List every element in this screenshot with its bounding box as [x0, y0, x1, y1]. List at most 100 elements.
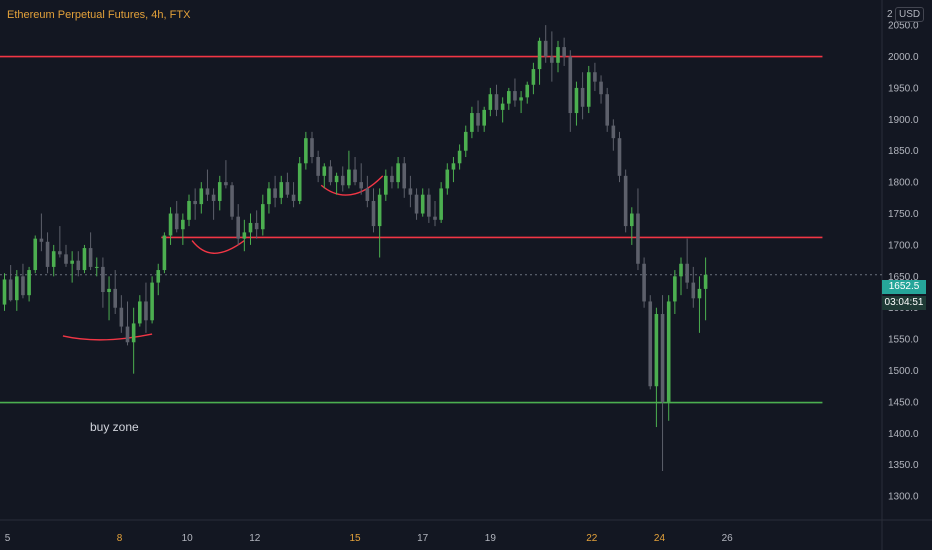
candle-body	[365, 188, 370, 201]
candle	[568, 50, 573, 132]
candle-body	[402, 163, 407, 189]
candle	[267, 182, 271, 214]
candle-body	[507, 91, 511, 104]
candle-body	[310, 138, 314, 158]
candle-body	[267, 188, 271, 205]
candle	[150, 276, 154, 324]
candle	[217, 175, 222, 211]
candle-body	[556, 47, 560, 63]
price-tick-label: 1500.0	[888, 366, 919, 377]
candle-body	[205, 188, 210, 195]
candle	[101, 257, 105, 308]
candle	[181, 213, 185, 245]
time-tick-label: 19	[485, 533, 497, 544]
candle	[199, 182, 204, 214]
candle	[636, 188, 640, 271]
candle-body	[500, 103, 505, 110]
horizontal-levels	[0, 55, 882, 404]
price-tick-label: 1650.0	[888, 272, 919, 283]
candle	[27, 266, 31, 302]
candle	[334, 172, 339, 195]
candle-body	[273, 188, 277, 198]
candle-body	[451, 163, 456, 170]
candle-body	[463, 131, 468, 151]
candle-body	[162, 235, 167, 271]
candle	[660, 295, 665, 472]
candle	[377, 188, 382, 258]
candle	[230, 182, 234, 220]
candle	[556, 40, 560, 73]
candle-body	[8, 279, 13, 301]
candle-body	[101, 266, 105, 293]
candle	[107, 276, 111, 321]
candle-body	[144, 301, 148, 321]
candle	[88, 232, 93, 271]
candle-body	[666, 301, 671, 402]
candle-body	[445, 169, 450, 189]
candle	[2, 273, 7, 311]
candle	[310, 131, 314, 164]
candle-body	[617, 138, 622, 176]
price-tick-label: 2050.0	[888, 21, 919, 32]
candle-body	[439, 188, 443, 220]
candle-body	[340, 175, 345, 186]
candle-body	[482, 109, 486, 126]
price-tick-label: 1300.0	[888, 492, 919, 503]
candle	[273, 175, 277, 208]
candle-body	[21, 276, 25, 296]
candle-body	[636, 213, 640, 264]
candle	[174, 200, 179, 233]
candle-body	[279, 182, 284, 198]
candle-body	[230, 185, 234, 217]
candle	[476, 100, 480, 132]
candle-body	[673, 276, 677, 302]
candle	[605, 87, 609, 132]
candle	[654, 307, 659, 428]
candle	[494, 84, 499, 117]
time-axis: 5 8 10 12 15 17 19 22 24 26	[5, 533, 733, 544]
candle-body	[107, 288, 111, 293]
price-tick-label: 1750.0	[888, 209, 919, 220]
candle	[525, 81, 530, 104]
price-tick-label: 1700.0	[888, 240, 919, 251]
candle	[537, 37, 542, 85]
candle-body	[420, 194, 425, 214]
candle-body	[45, 241, 50, 267]
candle-body	[291, 194, 296, 201]
candle-body	[488, 94, 493, 110]
candle	[617, 131, 622, 183]
candle	[70, 251, 74, 283]
candle-body	[580, 87, 585, 107]
candle-body	[242, 232, 247, 239]
candle	[51, 244, 56, 277]
candle-body	[248, 222, 253, 233]
candle	[531, 62, 536, 95]
candle-body	[537, 40, 542, 70]
candle	[519, 91, 523, 114]
candle-body	[76, 260, 81, 271]
candle	[697, 276, 702, 333]
candle	[187, 194, 191, 227]
candle-body	[224, 182, 228, 186]
last-price-tag: 1652.5	[882, 280, 926, 294]
candle	[433, 200, 437, 227]
price-axis: 1300.01350.01400.01450.01500.01550.01600…	[888, 21, 919, 503]
price-tick-label: 1450.0	[888, 397, 919, 408]
candle-body	[599, 81, 603, 95]
candle	[45, 232, 50, 274]
time-tick-label: 24	[654, 533, 666, 544]
candle-body	[150, 282, 154, 321]
candle	[131, 307, 136, 374]
currency-button[interactable]: USD	[895, 7, 925, 22]
candle	[666, 295, 671, 421]
drawn-annotations	[62, 175, 384, 341]
candle	[691, 266, 696, 308]
candle	[611, 119, 616, 151]
candle-body	[630, 213, 634, 227]
candle	[408, 175, 413, 208]
time-tick-label: 26	[722, 533, 734, 544]
candle	[39, 213, 44, 252]
candle	[205, 169, 210, 201]
candle	[390, 166, 394, 189]
